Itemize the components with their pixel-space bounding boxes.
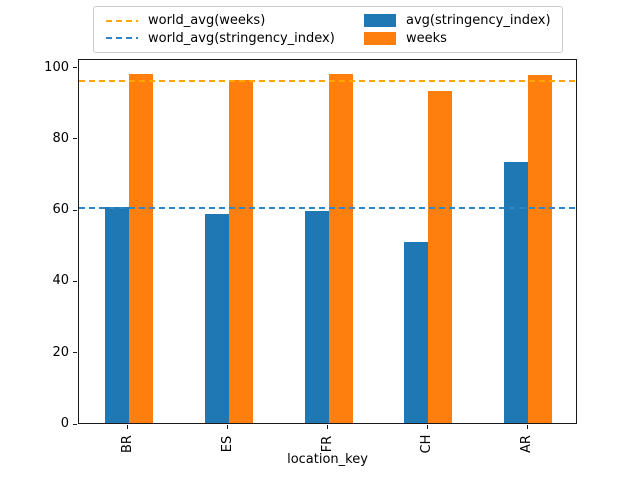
legend-label: weeks xyxy=(406,30,447,46)
bar-stringency-CH xyxy=(404,242,429,423)
y-tick-label: 20 xyxy=(52,344,69,360)
legend-entry-weeks: weeks xyxy=(364,30,552,48)
bar-weeks-ES xyxy=(228,79,253,423)
bar-stringency-AR xyxy=(504,161,529,423)
x-tick-mark xyxy=(227,425,229,429)
y-tick-mark xyxy=(73,352,77,354)
bar-weeks-AR xyxy=(528,75,553,423)
y-tick-label: 100 xyxy=(44,59,69,75)
y-tick-label: 0 xyxy=(60,416,69,431)
legend-column-lines: world_avg(weeks) world_avg(stringency_in… xyxy=(106,12,364,47)
x-axis-title: location_key xyxy=(287,452,368,467)
bar-weeks-BR xyxy=(128,74,153,423)
bar-stringency-BR xyxy=(104,206,129,423)
y-tick-mark xyxy=(73,280,77,282)
y-tick-mark xyxy=(73,138,77,140)
bar-weeks-CH xyxy=(428,91,453,423)
bar-stringency-ES xyxy=(204,214,229,423)
legend: world_avg(weeks) world_avg(stringency_in… xyxy=(93,6,563,53)
x-tick-mark xyxy=(327,425,328,429)
y-tick-label: 80 xyxy=(52,130,69,146)
x-tick-mark xyxy=(426,425,428,429)
y-tick-mark xyxy=(73,423,77,425)
legend-label: avg(stringency_index) xyxy=(406,13,551,29)
legend-entry-avg-stringency: avg(stringency_index) xyxy=(364,12,552,30)
y-tick-mark xyxy=(73,67,77,69)
legend-label: world_avg(weeks) xyxy=(148,13,266,29)
dashed-line-swatch-orange xyxy=(106,19,138,22)
legend-entry-world-avg-stringency: world_avg(stringency_index) xyxy=(106,30,364,48)
bar-weeks-FR xyxy=(328,74,353,423)
y-tick-label: 40 xyxy=(52,273,69,289)
dashed-line-swatch-blue xyxy=(106,37,138,40)
legend-label: world_avg(stringency_index) xyxy=(148,30,335,46)
x-tick-mark xyxy=(127,425,129,429)
bar-swatch-blue xyxy=(364,14,396,28)
x-tick-mark xyxy=(526,425,528,429)
y-tick-label: 60 xyxy=(52,202,69,218)
hline-world-avg-weeks xyxy=(79,80,576,83)
legend-column-bars: avg(stringency_index) weeks xyxy=(364,12,552,47)
y-tick-mark xyxy=(73,209,77,211)
hline-world-avg-stringency xyxy=(79,206,576,209)
plot-area xyxy=(78,59,577,424)
legend-entry-world-avg-weeks: world_avg(weeks) xyxy=(106,12,364,30)
bar-swatch-orange xyxy=(364,31,396,45)
bar-stringency-FR xyxy=(304,210,329,423)
